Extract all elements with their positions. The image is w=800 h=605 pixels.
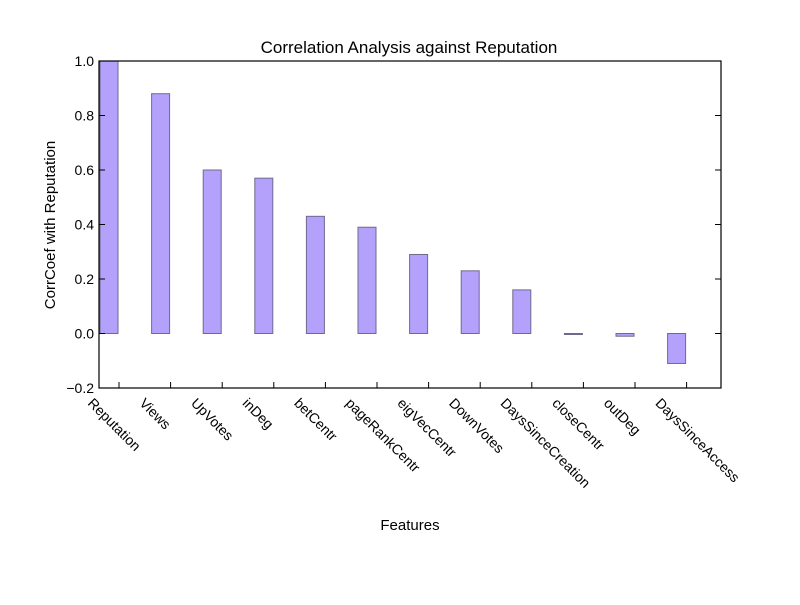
y-tick-label: −0.2 [66,380,94,396]
y-tick-label: 0.4 [75,217,95,233]
x-tick-label: DaysSinceCreation [498,395,594,491]
bar [151,93,171,334]
bar [563,333,583,335]
bar [99,60,119,334]
plot-frame [98,60,722,389]
y-tick-label: 0.6 [75,162,95,178]
y-tick-label: 0.2 [75,271,95,287]
bar [460,270,480,335]
y-tick-label: 1.0 [75,53,95,69]
x-tick-label: outDeg [601,395,644,438]
ticks-layer [99,60,721,389]
bar [512,289,532,334]
bar [615,333,635,337]
y-tick-label: 0.0 [75,326,95,342]
x-tick-label: DaysSinceAccess [652,395,743,486]
bars-layer [99,60,687,364]
y-tick-label: 0.8 [75,108,95,124]
bar [202,169,222,334]
bar [667,333,687,364]
x-tick-label: Views [136,395,174,433]
x-tick-label: UpVotes [188,395,237,444]
y-axis-label: CorrCoef with Reputation [42,141,59,309]
x-axis-label: Features [380,517,439,534]
x-tick-label: betCentr [291,395,341,445]
bar [357,226,377,335]
x-tick-label: inDeg [240,395,277,432]
bar [254,177,274,334]
bar [305,215,325,334]
bar [409,253,429,335]
axes-layer [98,60,722,389]
chart-title: Correlation Analysis against Reputation [261,38,558,57]
x-tick-label: Reputation [85,395,144,454]
